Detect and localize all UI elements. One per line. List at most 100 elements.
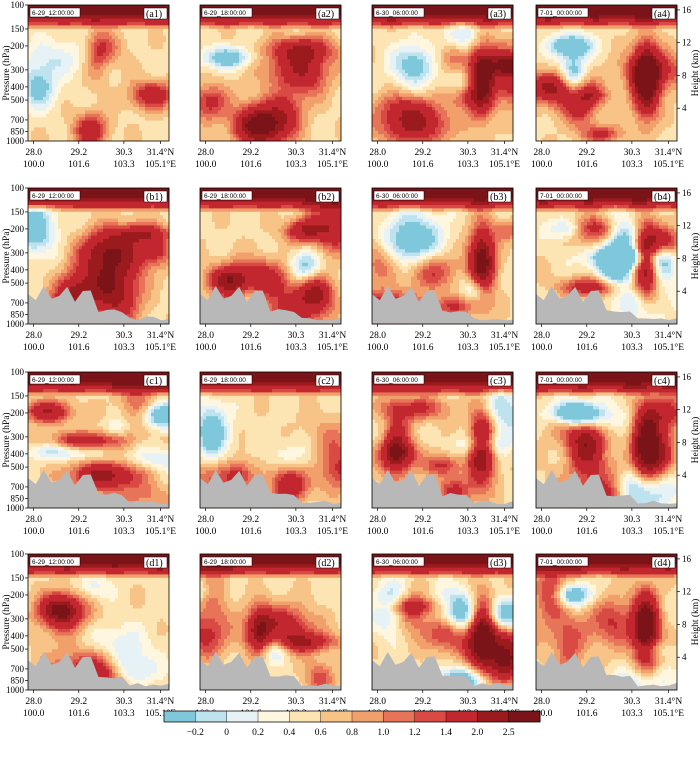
field-cell [233,29,236,33]
field-cell [230,90,233,94]
field-cell [308,42,311,46]
field-cell [154,22,157,26]
field-cell [492,22,495,26]
field-cell [224,121,227,125]
field-cell [91,39,94,43]
field-cell [456,46,459,50]
field-cell [447,80,450,84]
x-tick-label-lat: 28.0 [25,148,42,158]
field-cell [40,117,43,121]
field-cell [278,53,281,57]
field-cell [326,73,329,77]
field-cell [444,8,447,12]
field-cell [227,73,230,77]
field-cell [483,8,486,12]
field-cell [263,66,266,70]
field-cell [151,127,154,131]
field-cell [507,29,510,33]
field-cell [320,97,323,101]
field-cell [299,110,302,114]
field-cell [76,59,79,63]
field-cell [429,19,432,23]
field-cell [293,46,296,50]
field-cell [212,29,215,33]
field-cell [160,117,163,121]
field-cell [326,22,329,26]
field-cell [411,39,414,43]
field-cell [73,131,76,135]
field-cell [254,121,257,125]
field-cell [278,83,281,87]
field-cell [67,73,70,77]
field-cell [326,53,329,57]
field-cell [52,104,55,108]
field-cell [269,131,272,135]
field-cell [378,70,381,74]
field-cell [103,25,106,29]
field-cell [239,59,242,63]
field-cell [82,107,85,111]
field-cell [103,114,106,118]
field-cell [495,73,498,77]
field-cell [46,93,49,97]
field-cell [372,80,375,84]
field-cell [408,80,411,84]
field-cell [408,25,411,29]
field-cell [441,56,444,60]
field-cell [296,134,299,138]
field-cell [317,110,320,114]
field-cell [492,29,495,33]
field-cell [49,121,52,125]
field-cell [212,70,215,74]
field-cell [49,32,52,36]
field-cell [160,110,163,114]
field-cell [67,70,70,74]
field-cell [275,87,278,91]
field-cell [46,66,49,70]
field-cell [109,53,112,57]
field-cell [405,76,408,80]
field-cell [414,39,417,43]
field-cell [507,42,510,46]
field-cell [230,93,233,97]
field-cell [218,39,221,43]
field-cell [245,131,248,135]
field-cell [272,117,275,121]
field-cell [375,49,378,53]
field-cell [281,39,284,43]
field-cell [160,87,163,91]
field-cell [127,114,130,118]
field-cell [58,39,61,43]
field-cell [453,87,456,91]
field-cell [124,80,127,84]
field-cell [148,63,151,67]
field-cell [302,29,305,33]
field-cell [399,66,402,70]
field-cell [381,87,384,91]
field-cell [290,80,293,84]
field-cell [245,63,248,67]
field-cell [326,36,329,40]
field-cell [227,87,230,91]
field-cell [49,100,52,104]
field-cell [474,76,477,80]
field-cell [335,39,338,43]
field-cell [49,93,52,97]
field-cell [329,39,332,43]
field-cell [148,97,151,101]
field-cell [332,22,335,26]
field-cell [49,124,52,128]
field-cell [67,131,70,135]
field-cell [70,93,73,97]
field-cell [118,46,121,50]
field-cell [462,42,465,46]
field-cell [127,127,130,131]
field-cell [49,66,52,70]
field-cell [471,70,474,74]
field-cell [281,90,284,94]
field-cell [73,73,76,77]
field-cell [106,36,109,40]
field-cell [317,114,320,118]
field-cell [130,76,133,80]
field-cell [64,117,67,121]
